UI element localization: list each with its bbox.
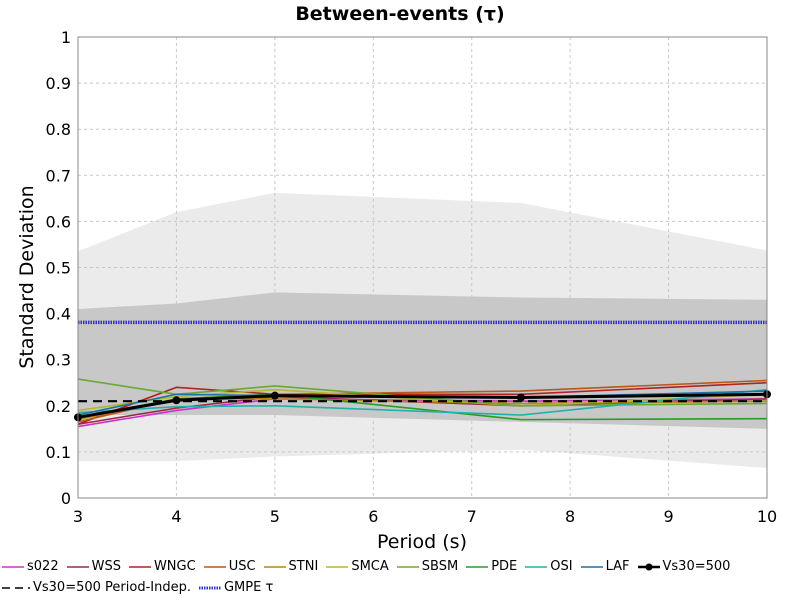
legend-label: LAF <box>605 559 630 574</box>
legend-label: WNGC <box>153 559 196 574</box>
x-tick-label: 7 <box>467 507 477 526</box>
legend-label: WSS <box>91 559 121 574</box>
series-lines <box>74 320 771 428</box>
legend-item-smca: SMCA <box>326 559 389 574</box>
legend-swatch <box>580 565 603 568</box>
legend-swatch <box>637 563 660 570</box>
y-tick-label: 0.7 <box>46 166 71 185</box>
legend-item-vs30-500-period-indep: Vs30=500 Period-Indep. <box>2 580 191 595</box>
legend-item-pde: PDE <box>466 559 517 574</box>
x-tick-label: 6 <box>368 507 378 526</box>
y-tick-label: 0.6 <box>46 212 71 231</box>
x-tick-label: 4 <box>171 507 181 526</box>
legend-row: s022 WSS WNGC USC STNI SMCA SBSM PDE OSI LAF Vs30=… <box>2 556 798 577</box>
legend-row: Vs30=500 Period-Indep. GMPE τ <box>2 577 798 598</box>
y-axis-ticks: 0 0.1 0.2 0.3 0.4 0.5 0.6 0.7 0.8 0.9 1 <box>46 28 71 508</box>
legend-label: OSI <box>550 559 573 574</box>
legend-label: USC <box>228 559 256 574</box>
x-axis-ticks: 3 4 5 6 7 8 9 10 <box>73 507 777 526</box>
legend: s022 WSS WNGC USC STNI SMCA SBSM PDE OSI LAF Vs30=… <box>2 556 798 598</box>
legend-item-sbsm: SBSM <box>396 559 459 574</box>
legend-swatch <box>396 565 419 568</box>
data-point-vs30-500 <box>270 391 279 400</box>
x-tick-label: 10 <box>757 507 777 526</box>
legend-label: SMCA <box>351 559 389 574</box>
series-line-osi <box>77 388 768 416</box>
y-tick-label: 0 <box>61 489 71 508</box>
legend-swatch <box>198 586 221 589</box>
chart: Between-events (τ) 3 4 5 6 7 8 9 10 00.10.20.30… <box>16 3 777 553</box>
legend-swatch <box>2 586 30 589</box>
legend-swatch <box>66 565 89 568</box>
x-axis-label: Period (s) <box>377 531 467 553</box>
series-line-sbsm <box>77 378 768 407</box>
chart-title: Between-events (τ) <box>295 3 504 25</box>
legend-item-gmpe: GMPE τ <box>198 580 274 595</box>
legend-item-osi: OSI <box>525 559 573 574</box>
y-tick-label: 0.3 <box>46 351 71 370</box>
legend-swatch <box>128 565 151 568</box>
confidence-bands <box>78 192 767 469</box>
legend-swatch <box>326 565 349 568</box>
y-tick-label: 0.4 <box>46 305 71 324</box>
y-tick-label: 0.9 <box>46 74 71 93</box>
band-1 <box>78 292 767 429</box>
legend-label: s022 <box>27 559 59 574</box>
plot-frame <box>77 36 768 499</box>
legend-label: Vs30=500 Period-Indep. <box>33 580 191 595</box>
legend-item-s022: s022 <box>2 559 59 574</box>
y-tick-label: 1 <box>61 28 71 47</box>
legend-swatch <box>525 565 548 568</box>
legend-swatch <box>2 565 24 568</box>
legend-item-wss: WSS <box>66 559 121 574</box>
legend-item-usc: USC <box>203 559 256 574</box>
legend-label: Vs30=500 <box>662 559 731 574</box>
legend-label: PDE <box>491 559 518 574</box>
legend-swatch <box>263 565 286 568</box>
legend-swatch <box>203 565 226 568</box>
legend-item-laf: LAF <box>580 559 630 574</box>
y-tick-label: 0.1 <box>46 443 71 462</box>
y-tick-label: 0.2 <box>46 397 71 416</box>
legend-item-stni: STNI <box>263 559 319 574</box>
legend-swatch <box>466 565 489 568</box>
legend-label: SBSM <box>421 559 459 574</box>
x-tick-label: 8 <box>565 507 575 526</box>
legend-item-vs30-500: Vs30=500 <box>637 559 731 574</box>
legend-label: STNI <box>288 559 319 574</box>
y-tick-label: 0.5 <box>46 259 71 278</box>
y-tick-label: 0.8 <box>46 120 71 139</box>
legend-label: GMPE τ <box>223 580 274 595</box>
y-axis-label: Standard Deviation <box>16 185 38 368</box>
legend-item-wngc: WNGC <box>128 559 196 574</box>
x-tick-label: 9 <box>663 507 673 526</box>
data-point-vs30-500 <box>516 393 525 402</box>
x-tick-label: 5 <box>270 507 280 526</box>
x-tick-label: 3 <box>73 507 83 526</box>
